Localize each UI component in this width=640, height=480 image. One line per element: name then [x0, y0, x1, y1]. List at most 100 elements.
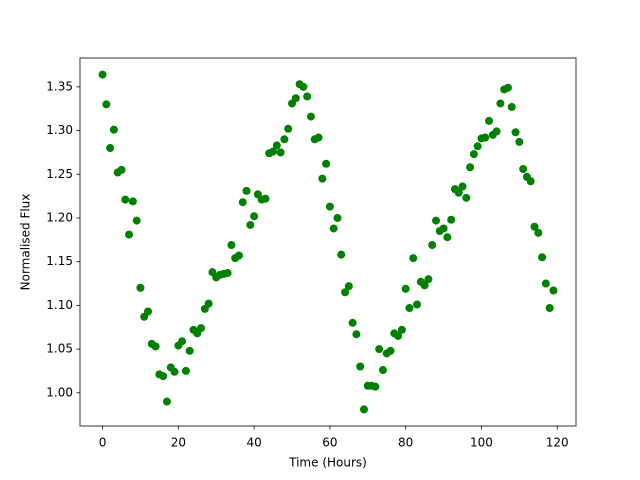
point: [397, 325, 406, 334]
point: [507, 102, 516, 111]
point: [185, 346, 194, 355]
point: [413, 300, 422, 309]
point: [352, 330, 361, 339]
point: [314, 133, 323, 142]
y-tick-label: 1.00: [46, 385, 73, 399]
point: [485, 116, 494, 125]
point: [151, 342, 160, 351]
point: [447, 215, 456, 224]
y-tick-label: 1.35: [46, 79, 73, 93]
point: [223, 269, 232, 278]
point: [106, 144, 115, 153]
point: [526, 177, 535, 186]
point: [128, 197, 137, 206]
point: [511, 128, 520, 137]
point: [401, 284, 410, 293]
point: [178, 337, 187, 346]
x-tick-label: 0: [99, 436, 107, 450]
point: [431, 216, 440, 225]
x-tick-label: 40: [246, 436, 261, 450]
point: [359, 405, 368, 414]
point: [242, 186, 251, 195]
point: [329, 224, 338, 233]
x-axis-label: Time (Hours): [288, 456, 367, 470]
point: [272, 141, 281, 150]
point: [250, 212, 259, 221]
point: [534, 228, 543, 237]
point: [325, 202, 334, 211]
point: [409, 254, 418, 263]
point: [98, 70, 107, 79]
point: [496, 99, 505, 108]
point: [420, 281, 429, 290]
point: [109, 125, 118, 134]
point: [341, 288, 350, 297]
x-tick-label: 20: [171, 436, 186, 450]
point: [102, 100, 111, 109]
point: [375, 345, 384, 354]
point: [318, 174, 327, 183]
x-tick-label: 60: [322, 436, 337, 450]
point: [299, 82, 308, 91]
point: [439, 224, 448, 233]
point: [261, 194, 270, 203]
point: [125, 230, 134, 239]
point: [238, 198, 247, 207]
point: [466, 163, 475, 172]
point: [492, 127, 501, 136]
y-tick-label: 1.10: [46, 298, 73, 312]
point: [538, 253, 547, 262]
point: [394, 331, 403, 340]
point: [117, 165, 126, 174]
point: [386, 346, 395, 355]
point: [162, 397, 171, 406]
x-tick-label: 120: [546, 436, 569, 450]
point: [443, 233, 452, 242]
point: [303, 92, 312, 101]
point: [462, 193, 471, 202]
point: [469, 150, 478, 159]
point: [227, 241, 236, 250]
point: [136, 283, 145, 292]
point: [197, 324, 206, 333]
y-tick-label: 1.25: [46, 167, 73, 181]
point: [454, 188, 463, 197]
point: [204, 299, 213, 308]
point: [356, 362, 365, 371]
point: [144, 307, 153, 316]
point: [473, 142, 482, 151]
point: [519, 165, 528, 174]
point: [337, 250, 346, 259]
point: [541, 279, 550, 288]
point: [269, 147, 278, 156]
point: [405, 303, 414, 312]
point: [378, 366, 387, 375]
point: [530, 222, 539, 231]
point: [333, 213, 342, 222]
point: [481, 133, 490, 142]
point: [515, 137, 524, 146]
point: [348, 318, 357, 327]
x-tick-label: 80: [398, 436, 413, 450]
point: [246, 220, 255, 229]
point: [181, 366, 190, 375]
point: [371, 382, 380, 391]
point: [458, 182, 467, 191]
y-tick-label: 1.05: [46, 342, 73, 356]
point: [503, 83, 512, 92]
point: [549, 286, 558, 295]
plot-frame: [79, 57, 577, 427]
point: [545, 303, 554, 312]
point: [322, 159, 331, 168]
point: [234, 251, 243, 260]
point: [306, 112, 315, 121]
x-tick-label: 100: [470, 436, 493, 450]
point: [280, 135, 289, 144]
point: [170, 367, 179, 376]
point: [428, 241, 437, 250]
point: [132, 216, 141, 225]
point: [291, 94, 300, 103]
